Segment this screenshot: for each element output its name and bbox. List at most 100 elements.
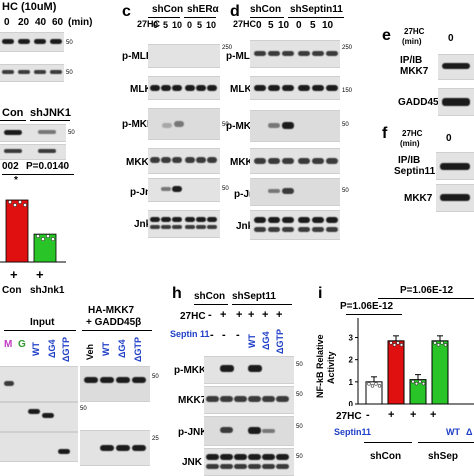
panel-i-y-tick-label: 1: [349, 378, 354, 387]
panel-d-time-4: 0: [296, 20, 302, 31]
panel-i-data-point: [421, 381, 426, 386]
panel-a-bar-chart: [0, 199, 66, 263]
panel-a-time-60: 60: [52, 17, 64, 28]
panel-i-data-point: [411, 379, 415, 384]
panel-h-group-shcon: shCon: [194, 291, 226, 302]
panel-d-marker-5: 50: [342, 188, 349, 194]
panel-a-blot-1: [0, 32, 64, 52]
panel-g-lane-veh: Veh: [85, 343, 95, 360]
panel-a-bar: [33, 233, 57, 263]
panel-f-blot-1: [436, 152, 474, 180]
panel-g-input-label: Input: [30, 317, 55, 328]
panel-c-row-mlk3: MLK3: [130, 84, 158, 95]
panel-i-y-tick-label: 2: [349, 356, 354, 365]
panel-d-blot-pmkk7: [250, 110, 340, 142]
panel-g-lane-wt-2: WT: [101, 342, 111, 356]
panel-i-data-point: [414, 381, 419, 386]
panel-c-blot-jnk: [148, 210, 220, 238]
panel-i-treat-1: -: [366, 409, 370, 421]
panel-d-group-shseptin11: shSeptin11: [290, 4, 343, 15]
panel-d-row-pmlk3: p-MLK3: [226, 51, 263, 62]
panel-i-p-top: P=1.06E-12: [400, 285, 454, 296]
panel-f-blot-2: [436, 184, 474, 212]
panel-c-time-5: 5: [197, 20, 203, 30]
panel-a-time-0: 0: [4, 17, 10, 28]
panel-h-septin-wt: WT: [247, 334, 257, 348]
panel-g-ha-label-2: + GADD45β: [86, 317, 142, 328]
panel-i-data-point: [392, 343, 397, 347]
panel-g-marker-2: 50: [80, 406, 87, 412]
panel-c-time-3: 10: [172, 20, 183, 30]
panel-g-blot-input-3: [0, 432, 78, 462]
panel-c-treatment: 27HC: [137, 19, 161, 29]
panel-c-blot-mlk3: [148, 76, 220, 100]
panel-a-time-40: 40: [35, 17, 47, 28]
panel-e-time: 0: [448, 33, 454, 44]
panel-a-xlabel-shjnk1: shJnk1: [30, 285, 65, 296]
panel-e-treatment: 27HC: [404, 27, 425, 36]
panel-e-blot-2: [438, 88, 474, 116]
panel-c-letter: c: [122, 3, 131, 20]
panel-i-data-point: [396, 341, 400, 345]
panel-g-marker-1: 50: [152, 374, 159, 380]
panel-i-data-point: [443, 343, 448, 347]
panel-i-data-point: [418, 379, 422, 384]
panel-i-treat-4: +: [430, 409, 437, 421]
panel-h-blot-jnk: [204, 448, 294, 476]
panel-a-group-con: Con: [2, 107, 24, 119]
panel-d-blot-pjnk: [250, 178, 340, 206]
panel-e-unit: (min): [402, 37, 422, 46]
panel-g-ha-label-1: HA-MKK7: [88, 305, 135, 316]
panel-a-pval-1: 002: [2, 161, 19, 172]
panel-h-group-shsept11: shSept11: [232, 291, 276, 302]
panel-h-septin-sign-1: -: [210, 329, 214, 341]
panel-a-data-point: [51, 237, 55, 242]
panel-d-blot-pmlk3: [250, 40, 340, 68]
panel-i-ylabel-2: Activity: [326, 351, 336, 384]
panel-a-data-point: [46, 234, 50, 239]
panel-c-row-pmkk7: p-MKK7: [122, 119, 160, 130]
panel-e-letter: e: [382, 27, 391, 44]
panel-h-treat-4: +: [248, 309, 255, 321]
panel-i-treat-2: +: [388, 409, 395, 421]
panel-d-time-5: 5: [310, 20, 316, 31]
panel-f-row-septin11: Septin11: [394, 166, 436, 177]
panel-a-data-point: [41, 237, 45, 242]
panel-e-blot-1: [438, 54, 474, 80]
panel-i-treat-3: +: [410, 409, 417, 421]
panel-i-ylabel-1: NF-kB Relative: [315, 334, 325, 398]
panel-a-header: HC (10uM): [2, 1, 57, 13]
panel-f-row-mkk7: MKK7: [404, 193, 433, 204]
panel-c-row-jnk: Jnk: [134, 219, 152, 230]
panel-d-blot-mkk7: [250, 148, 340, 174]
panel-c-group-shera: shERα: [187, 4, 219, 15]
panel-g-lane-dgtp: ΔGTP: [61, 337, 71, 362]
panel-i-data-point: [370, 384, 375, 388]
panel-g-lane-dgtp-2: ΔGTP: [133, 337, 143, 362]
panel-i-group-shcon: shCon: [370, 451, 402, 462]
panel-i-septin-label: Septin11: [334, 427, 372, 437]
panel-h-blot-pjnk: [204, 416, 294, 446]
panel-h-marker-2: 50: [296, 392, 303, 398]
panel-a-xlabel-con: Con: [2, 285, 22, 296]
panel-g-lane-dg4-2: ΔG4: [117, 339, 127, 358]
panel-i-septin-d: Δ: [466, 427, 473, 437]
panel-a-plus-2: +: [36, 267, 44, 282]
panel-g-lane-dg4: ΔG4: [47, 339, 57, 358]
panel-a-plus-1: +: [10, 267, 18, 282]
panel-a-time-unit: (min): [68, 17, 93, 28]
panel-c-row-mkk7: MKK7: [126, 157, 155, 168]
panel-h-blot-pmkk7: [204, 356, 294, 384]
panel-h-treat-3: +: [236, 309, 243, 321]
panel-c-row-pmlk3: p-MLK3: [122, 51, 159, 62]
panel-e-row-gadd45b: GADD45β: [398, 97, 445, 108]
panel-i-bar-chart: 0 1 2 3: [349, 318, 474, 406]
panel-d-row-pmkk7: p-MKK7: [226, 121, 264, 132]
panel-a-star: *: [14, 175, 18, 186]
panel-d-group-shcon: shCon: [250, 4, 282, 15]
panel-d-marker-3: 50: [342, 122, 349, 128]
panel-i-data-point: [399, 343, 404, 347]
panel-i-data-point: [436, 343, 441, 347]
panel-h-septin-dg4: ΔG4: [261, 331, 271, 350]
panel-h-marker-3: 50: [296, 424, 303, 430]
